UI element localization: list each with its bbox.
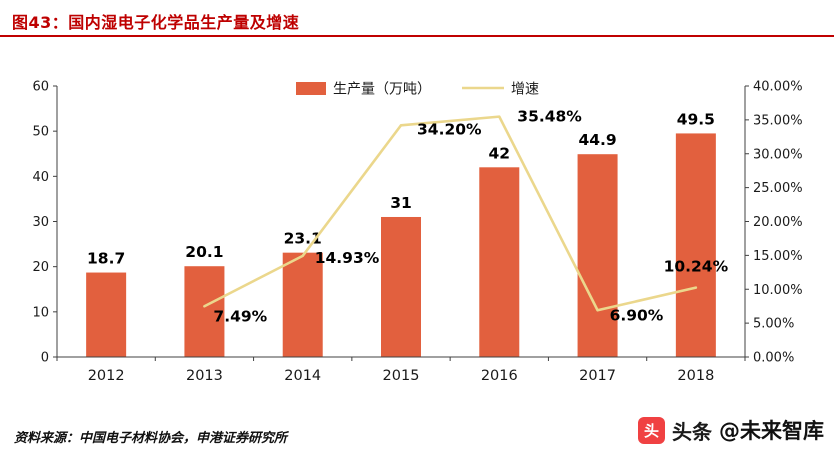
bar-value-label: 42 bbox=[488, 144, 510, 162]
bar-value-label: 49.5 bbox=[677, 110, 715, 128]
right-axis-tick-label: 35.00% bbox=[753, 113, 803, 128]
bar-value-label: 20.1 bbox=[185, 243, 223, 261]
x-axis-category-label: 2018 bbox=[677, 368, 714, 384]
right-axis-tick-label: 20.00% bbox=[753, 215, 803, 230]
legend-bar-label: 生产量（万吨） bbox=[333, 82, 431, 98]
bar-value-label: 18.7 bbox=[87, 250, 125, 268]
title-divider bbox=[0, 35, 834, 37]
chart: 18.7 20.1 23.1 31 42 44.9 49.5 7.49% 14.93% 34.20… bbox=[0, 40, 834, 406]
x-axis-category-label: 2014 bbox=[284, 368, 321, 384]
right-axis-tick-label: 40.00% bbox=[753, 80, 803, 95]
bar-value-label: 31 bbox=[390, 194, 412, 212]
growth-value-label: 14.93% bbox=[315, 249, 380, 267]
combo-chart-canvas: 18.7 20.123.1314244.949.57.49%14.93%34.20… bbox=[32, 80, 803, 385]
growth-value-label: 34.20% bbox=[417, 120, 482, 138]
x-axis-category-label: 2016 bbox=[481, 368, 518, 384]
bar-2013 bbox=[184, 266, 225, 357]
left-axis-tick-label: 50 bbox=[32, 125, 49, 140]
growth-value-label: 10.24% bbox=[664, 258, 729, 276]
watermark-brand: 头条 bbox=[672, 419, 712, 444]
legend-line-label: 增速 bbox=[511, 82, 539, 98]
bar-2017 bbox=[577, 154, 618, 357]
bar-2015 bbox=[381, 216, 421, 357]
x-axis-category-label: 2015 bbox=[383, 368, 420, 384]
left-axis-tick-label: 40 bbox=[32, 170, 49, 185]
right-axis-tick-label: 10.00% bbox=[753, 283, 803, 298]
left-axis-tick-label: 30 bbox=[32, 215, 49, 230]
bar-2014 bbox=[282, 252, 323, 357]
right-axis-tick-label: 5.00% bbox=[753, 317, 794, 332]
x-axis-category-label: 2017 bbox=[579, 368, 616, 384]
bar-2018 bbox=[675, 133, 716, 357]
bar-2012 bbox=[86, 272, 127, 357]
growth-value-label: 7.49% bbox=[213, 307, 267, 325]
right-axis-tick-label: 0.00% bbox=[753, 351, 794, 366]
growth-value-label: 6.90% bbox=[610, 306, 664, 324]
x-axis-category-label: 2013 bbox=[186, 368, 223, 384]
right-axis-tick-label: 25.00% bbox=[753, 181, 803, 196]
source-note: 资料来源：中国电子材料协会，申港证券研究所 bbox=[14, 430, 288, 445]
left-axis-tick-label: 20 bbox=[32, 260, 49, 275]
x-axis-category-label: 2012 bbox=[88, 368, 125, 384]
left-axis-tick-label: 0 bbox=[41, 351, 49, 366]
bar-value-label: 44.9 bbox=[578, 131, 616, 149]
watermark-handle: @未来智库 bbox=[719, 419, 824, 443]
watermark: 头 头条 @未来智库 bbox=[638, 415, 824, 445]
growth-line bbox=[203, 115, 698, 312]
growth-value-label: 35.48% bbox=[517, 108, 582, 126]
legend-bar-swatch bbox=[296, 82, 326, 95]
bar-2016 bbox=[479, 167, 520, 357]
left-axis-tick-label: 60 bbox=[32, 80, 49, 95]
figure-title: 图43：国内湿电子化学品生产量及增速 bbox=[12, 13, 300, 32]
toutiao-logo-icon: 头 bbox=[638, 416, 665, 444]
right-axis-tick-label: 30.00% bbox=[753, 147, 803, 162]
right-axis-tick-label: 15.00% bbox=[753, 249, 803, 264]
left-axis-tick-label: 10 bbox=[32, 305, 49, 320]
